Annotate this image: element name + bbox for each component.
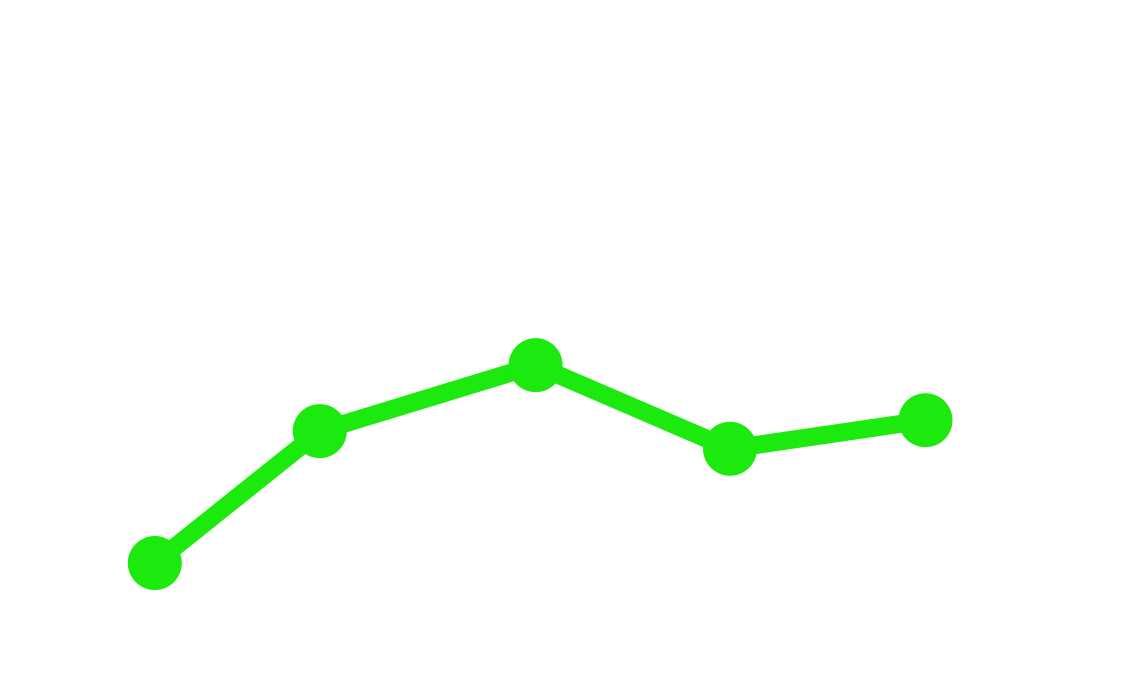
point — [898, 393, 953, 448]
point — [508, 338, 563, 393]
point — [292, 404, 347, 459]
point — [702, 421, 757, 476]
line — [149, 356, 927, 571]
point — [127, 536, 182, 591]
